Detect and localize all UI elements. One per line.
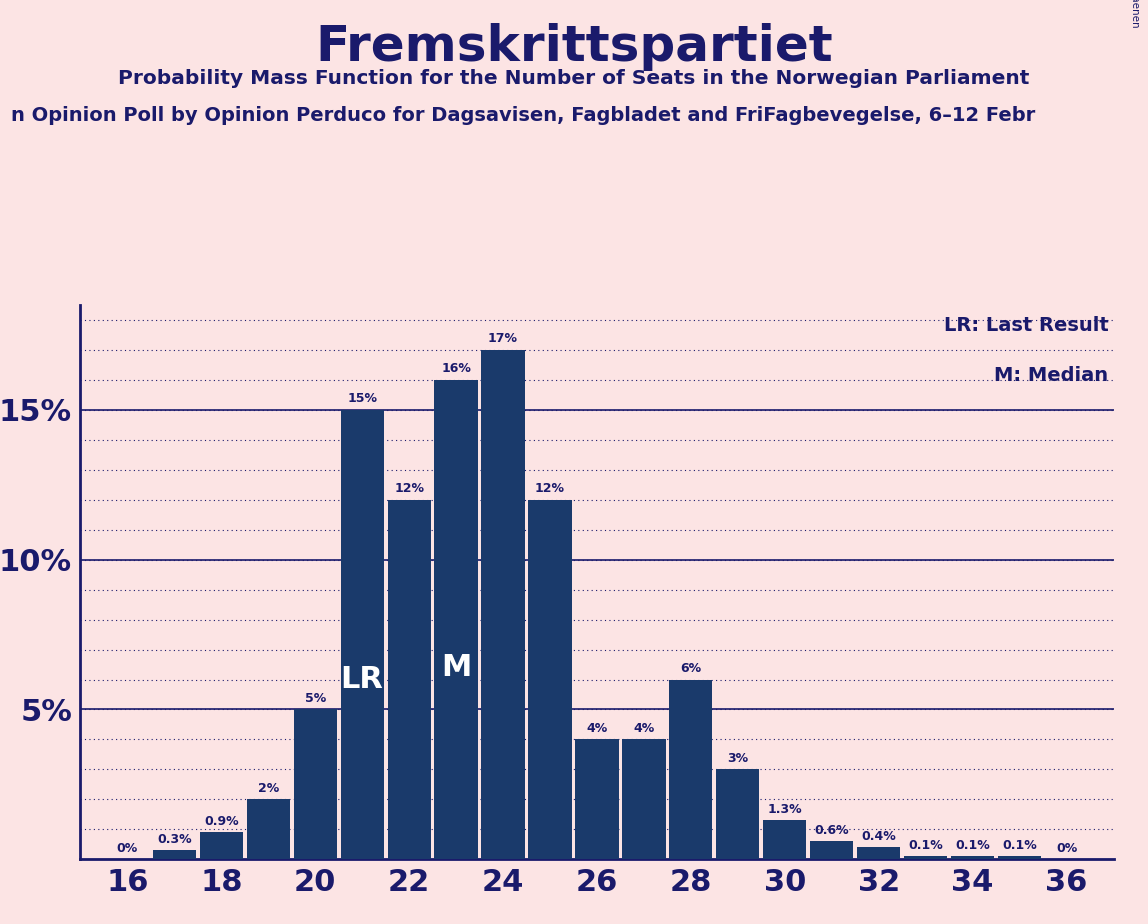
Text: 0.1%: 0.1% bbox=[955, 839, 990, 852]
Text: 17%: 17% bbox=[488, 333, 518, 346]
Text: 2%: 2% bbox=[257, 782, 279, 795]
Bar bbox=[528, 500, 572, 859]
Bar bbox=[341, 410, 383, 859]
Bar bbox=[998, 857, 1041, 859]
Bar bbox=[622, 739, 666, 859]
Bar bbox=[247, 799, 289, 859]
Text: 5%: 5% bbox=[304, 692, 326, 705]
Bar bbox=[575, 739, 619, 859]
Text: 1.3%: 1.3% bbox=[768, 803, 802, 816]
Bar bbox=[294, 710, 336, 859]
Text: 0%: 0% bbox=[1056, 842, 1077, 855]
Bar bbox=[716, 770, 760, 859]
Text: 12%: 12% bbox=[394, 482, 424, 495]
Text: LR: LR bbox=[341, 665, 383, 694]
Text: 0%: 0% bbox=[117, 842, 138, 855]
Text: 0.4%: 0.4% bbox=[861, 830, 897, 843]
Text: 0.6%: 0.6% bbox=[814, 824, 850, 837]
Bar bbox=[434, 380, 478, 859]
Bar bbox=[951, 857, 994, 859]
Bar bbox=[481, 350, 525, 859]
Bar bbox=[153, 850, 196, 859]
Text: 3%: 3% bbox=[728, 752, 748, 765]
Text: M: Median: M: Median bbox=[994, 366, 1108, 385]
Text: 12%: 12% bbox=[535, 482, 565, 495]
Bar bbox=[669, 679, 713, 859]
Text: n Opinion Poll by Opinion Perduco for Dagsavisen, Fagbladet and FriFagbevegelse,: n Opinion Poll by Opinion Perduco for Da… bbox=[11, 106, 1035, 126]
Text: 4%: 4% bbox=[587, 722, 607, 735]
Text: 0.9%: 0.9% bbox=[204, 815, 239, 828]
Text: Probability Mass Function for the Number of Seats in the Norwegian Parliament: Probability Mass Function for the Number… bbox=[118, 69, 1030, 89]
Text: © 2024 Filip van Laenen: © 2024 Filip van Laenen bbox=[1130, 0, 1140, 28]
Text: LR: Last Result: LR: Last Result bbox=[944, 316, 1108, 335]
Bar bbox=[763, 821, 806, 859]
Text: Fremskrittspartiet: Fremskrittspartiet bbox=[316, 23, 832, 71]
Text: 6%: 6% bbox=[681, 662, 701, 675]
Text: 0.1%: 0.1% bbox=[1002, 839, 1037, 852]
Bar bbox=[200, 833, 243, 859]
Bar bbox=[858, 847, 900, 859]
Text: 16%: 16% bbox=[441, 362, 471, 375]
Text: 4%: 4% bbox=[634, 722, 654, 735]
Bar bbox=[905, 857, 947, 859]
Text: 0.1%: 0.1% bbox=[908, 839, 943, 852]
Text: 15%: 15% bbox=[347, 393, 378, 406]
Bar bbox=[810, 842, 853, 859]
Text: M: M bbox=[441, 653, 472, 682]
Text: 0.3%: 0.3% bbox=[157, 833, 192, 845]
Bar bbox=[388, 500, 430, 859]
